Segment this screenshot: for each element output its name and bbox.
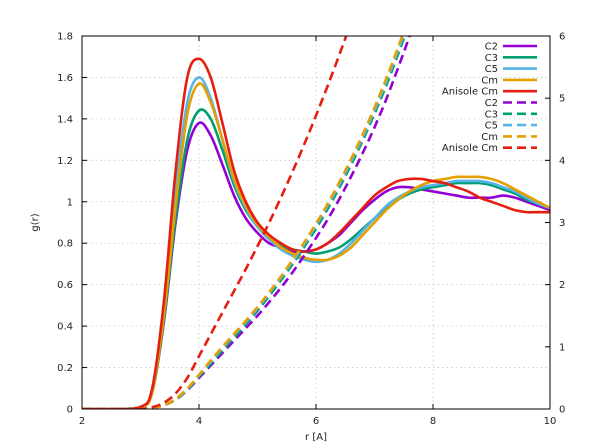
x-tick-label: 6 [313, 416, 319, 427]
y2-tick-label: 6 [559, 32, 565, 43]
x-tick-label: 2 [79, 416, 85, 427]
series-line-5 [82, 36, 411, 409]
legend-label: C5 [485, 121, 498, 132]
y-tick-label: 1.2 [57, 156, 73, 167]
y-tick-label: 0.8 [57, 239, 73, 250]
series-line-9 [82, 36, 348, 409]
legend-label: Cm [481, 75, 498, 86]
y2-tick-label: 3 [559, 218, 565, 229]
x-tick-label: 10 [544, 416, 557, 427]
legend-label: C3 [485, 53, 498, 64]
y-tick-label: 1 [67, 197, 73, 208]
series-line-4 [82, 57, 550, 409]
y-tick-label: 0 [67, 405, 73, 416]
y2-tick-label: 4 [559, 156, 565, 167]
axis-ticks [81, 35, 551, 410]
y2-tick-label: 0 [559, 405, 565, 416]
legend-label: Anisole Cm [442, 87, 498, 98]
y-tick-label: 0.2 [57, 363, 73, 374]
series-line-1 [82, 108, 550, 409]
x-tick-label: 4 [196, 416, 202, 427]
y2-tick-label: 2 [559, 280, 565, 291]
legend-label: C3 [485, 109, 498, 120]
series-group [82, 36, 550, 409]
y-axis-title: g(r) [30, 213, 41, 231]
y-tick-label: 1.6 [57, 73, 73, 84]
legend-label: Cm [481, 132, 498, 143]
legend-label: C5 [485, 64, 498, 75]
y-tick-label: 1.8 [57, 32, 73, 43]
series-line-3 [82, 82, 550, 409]
series-line-6 [82, 36, 407, 409]
legend-label: C2 [485, 98, 498, 109]
x-tick-label: 8 [430, 416, 436, 427]
series-line-8 [82, 36, 404, 409]
y-tick-label: 0.4 [57, 322, 73, 333]
x-axis-title: r [A] [305, 432, 327, 443]
y2-tick-label: 5 [559, 94, 565, 105]
y2-tick-label: 1 [559, 342, 565, 353]
y-tick-label: 0.6 [57, 280, 73, 291]
legend-label: Anisole Cm [442, 143, 498, 154]
legend-label: C2 [485, 42, 498, 53]
y-tick-label: 1.4 [57, 114, 73, 125]
